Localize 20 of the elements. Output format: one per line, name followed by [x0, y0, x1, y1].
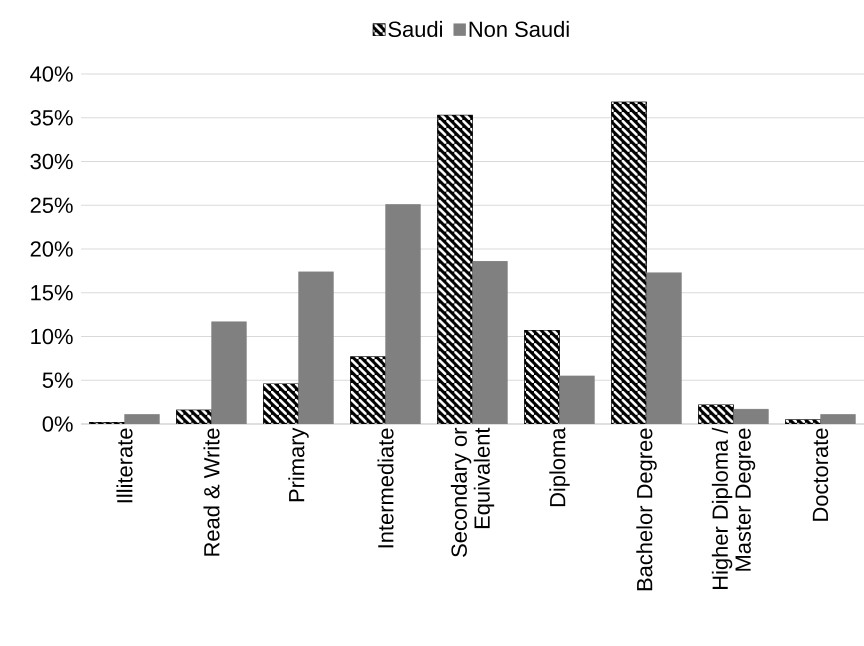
x-tick-label: Intermediate [377, 428, 394, 548]
y-tick-label: 35% [30, 110, 73, 126]
x-tick-label: Read & Write [203, 428, 220, 556]
y-tick-label: 10% [31, 328, 73, 344]
y-tick-label: 40% [30, 66, 73, 82]
x-tick-label: Primary [288, 428, 309, 502]
y-tick-label: 20% [30, 241, 73, 257]
y-tick-label: 25% [30, 197, 73, 214]
y-tick-label: 5% [42, 372, 73, 388]
legend-label: Non Saudi [470, 20, 569, 38]
x-tick-label: Bachelor Degree [636, 428, 657, 590]
y-tick-label: 0% [42, 416, 73, 432]
x-tick-label: Illiterate [116, 428, 133, 502]
x-tick-label: Doctorate [812, 428, 828, 521]
y-tick-label: 30% [30, 154, 73, 170]
x-tick-label: Diploma [549, 428, 570, 506]
x-tick-label: Secondary or Equivalent [450, 428, 494, 557]
legend-label: Saudi [388, 20, 442, 38]
y-tick-label: 15% [31, 285, 73, 300]
x-tick-label: Higher Diploma / Master Degree [712, 428, 756, 589]
